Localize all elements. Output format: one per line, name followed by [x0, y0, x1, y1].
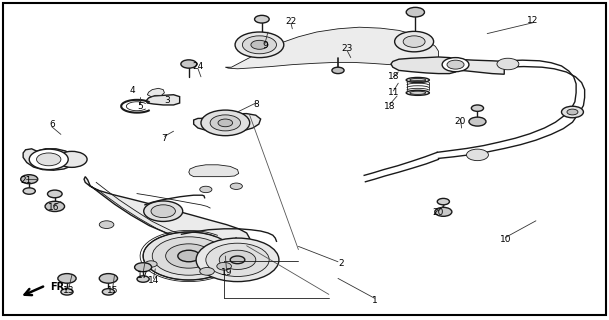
Polygon shape: [194, 114, 261, 132]
Text: 11: 11: [388, 88, 399, 97]
Circle shape: [99, 274, 118, 283]
Text: 23: 23: [342, 44, 353, 53]
Circle shape: [57, 151, 87, 167]
Ellipse shape: [406, 77, 429, 83]
Circle shape: [466, 149, 488, 161]
Circle shape: [497, 58, 519, 70]
Circle shape: [561, 106, 583, 118]
Circle shape: [48, 190, 62, 198]
Text: 21: 21: [20, 176, 31, 185]
Text: 22: 22: [286, 17, 297, 26]
Circle shape: [230, 183, 242, 189]
Text: 6: 6: [49, 120, 55, 129]
Text: 15: 15: [107, 286, 118, 295]
Circle shape: [447, 60, 464, 69]
Circle shape: [29, 149, 68, 170]
Text: 10: 10: [500, 236, 511, 244]
Polygon shape: [23, 149, 74, 170]
Circle shape: [210, 115, 241, 131]
Circle shape: [200, 268, 214, 275]
Circle shape: [218, 119, 233, 127]
Text: 7: 7: [161, 134, 167, 143]
Circle shape: [403, 36, 425, 47]
Circle shape: [152, 237, 225, 275]
Ellipse shape: [410, 91, 426, 94]
Circle shape: [61, 289, 73, 295]
Circle shape: [471, 105, 484, 111]
Circle shape: [255, 15, 269, 23]
Text: 14: 14: [148, 276, 159, 285]
Circle shape: [435, 207, 452, 216]
Circle shape: [206, 243, 269, 276]
Circle shape: [217, 262, 231, 270]
Circle shape: [166, 244, 212, 268]
Text: 4: 4: [130, 86, 136, 95]
Circle shape: [242, 36, 276, 54]
Circle shape: [151, 205, 175, 218]
Circle shape: [332, 67, 344, 74]
Circle shape: [37, 153, 61, 166]
Polygon shape: [84, 177, 250, 246]
Text: 2: 2: [338, 260, 344, 268]
Circle shape: [21, 175, 38, 184]
Circle shape: [219, 250, 256, 269]
Circle shape: [137, 276, 149, 282]
Circle shape: [143, 232, 234, 280]
Polygon shape: [456, 59, 504, 74]
Circle shape: [181, 60, 197, 68]
Text: 9: 9: [262, 41, 268, 50]
Text: 3: 3: [164, 96, 171, 105]
Text: 18: 18: [388, 72, 399, 81]
Circle shape: [196, 238, 279, 282]
Circle shape: [567, 109, 578, 115]
Circle shape: [45, 201, 65, 212]
Text: 18: 18: [384, 102, 395, 111]
Text: 17: 17: [138, 271, 149, 280]
Circle shape: [145, 261, 157, 267]
Circle shape: [251, 40, 268, 49]
Polygon shape: [189, 165, 239, 177]
Polygon shape: [391, 57, 456, 74]
Circle shape: [230, 256, 245, 264]
Circle shape: [99, 221, 114, 228]
Circle shape: [144, 201, 183, 221]
Circle shape: [201, 110, 250, 136]
Circle shape: [58, 274, 76, 283]
Polygon shape: [147, 88, 164, 97]
Circle shape: [442, 58, 469, 72]
Text: 20: 20: [433, 208, 444, 217]
Text: FR.: FR.: [50, 282, 68, 292]
Circle shape: [178, 250, 200, 262]
Polygon shape: [146, 95, 180, 105]
Circle shape: [395, 31, 434, 52]
Circle shape: [235, 32, 284, 58]
Text: 12: 12: [527, 16, 538, 25]
Text: 19: 19: [221, 268, 232, 277]
Circle shape: [135, 263, 152, 272]
Circle shape: [469, 117, 486, 126]
Polygon shape: [225, 27, 438, 69]
Text: 5: 5: [137, 102, 143, 111]
Circle shape: [200, 186, 212, 193]
Ellipse shape: [410, 78, 426, 82]
Text: 24: 24: [192, 62, 203, 71]
Circle shape: [406, 7, 424, 17]
Text: 20: 20: [455, 117, 466, 126]
Text: 1: 1: [371, 296, 378, 305]
Circle shape: [102, 289, 114, 295]
Text: 16: 16: [48, 203, 59, 212]
Text: 8: 8: [253, 100, 259, 109]
Circle shape: [23, 188, 35, 194]
Ellipse shape: [406, 90, 429, 95]
Circle shape: [437, 198, 449, 205]
Text: 13: 13: [63, 286, 74, 295]
